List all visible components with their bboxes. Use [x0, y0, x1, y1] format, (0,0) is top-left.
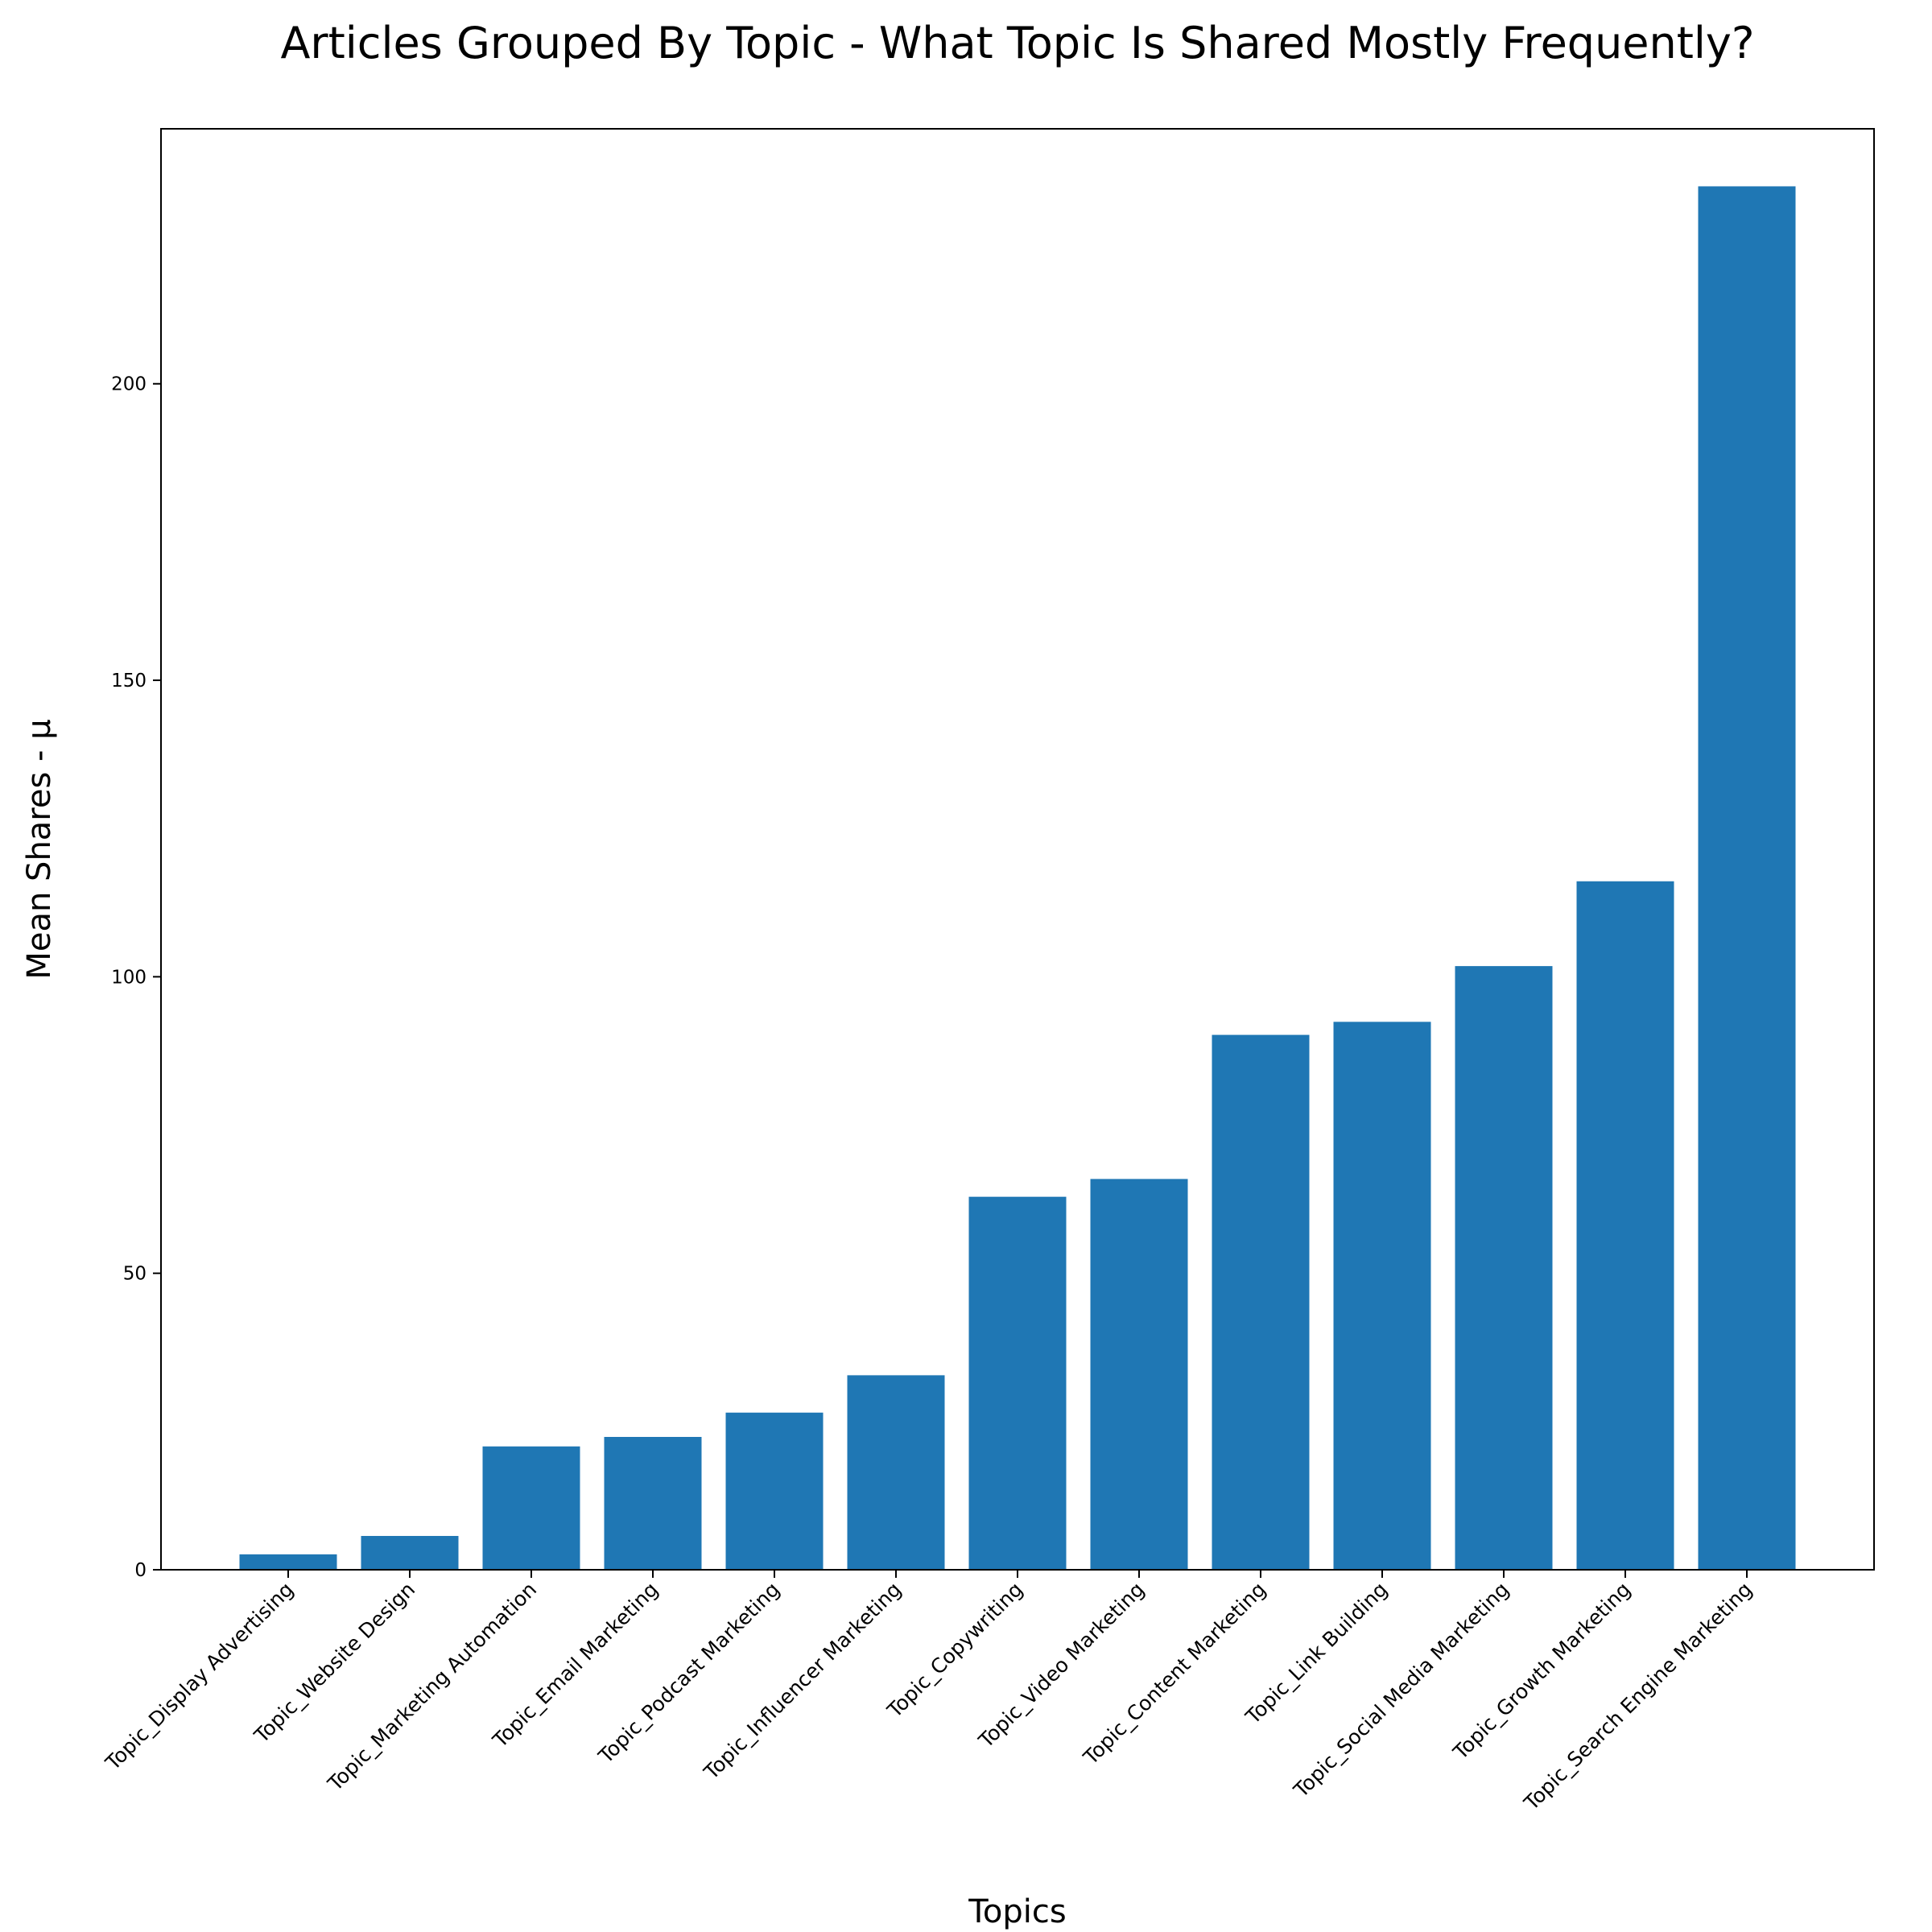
x-tick-label-5: Topic_Influencer Marketing — [699, 1578, 906, 1785]
x-tick-label-12: Topic_Search Engine Marketing — [1519, 1578, 1757, 1815]
x-tick-label-10: Topic_Social Media Marketing — [1289, 1578, 1513, 1802]
bar-4 — [725, 1412, 824, 1570]
plot-area-frame — [160, 128, 1875, 1571]
y-axis-label: Mean Shares - μ — [21, 719, 58, 979]
y-tick-label-1: 50 — [123, 1264, 147, 1285]
bar-10 — [1455, 966, 1553, 1570]
bar-7 — [1090, 1179, 1188, 1570]
bar-6 — [968, 1196, 1067, 1570]
y-tick-label-3: 150 — [111, 671, 147, 691]
bar-3 — [604, 1436, 702, 1570]
bar-11 — [1576, 881, 1674, 1570]
y-tick-label-0: 0 — [134, 1560, 147, 1581]
bar-2 — [482, 1446, 580, 1570]
x-axis-label: Topics — [968, 1893, 1066, 1930]
bar-1 — [361, 1536, 459, 1570]
chart-title: Articles Grouped By Topic - What Topic I… — [280, 18, 1754, 68]
bar-5 — [847, 1375, 945, 1570]
y-tick-label-2: 100 — [111, 967, 147, 988]
x-tick-label-0: Topic_Display Advertising — [101, 1578, 298, 1775]
bar-9 — [1333, 1022, 1431, 1570]
y-tick-label-4: 200 — [111, 374, 147, 395]
bar-8 — [1212, 1034, 1310, 1570]
x-tick-label-6: Topic_Copywriting — [882, 1578, 1027, 1723]
bar-0 — [239, 1554, 337, 1570]
bar-12 — [1698, 186, 1796, 1571]
x-tick-label-2: Topic_Marketing Automation — [323, 1578, 541, 1796]
bars-layer — [239, 186, 1796, 1571]
